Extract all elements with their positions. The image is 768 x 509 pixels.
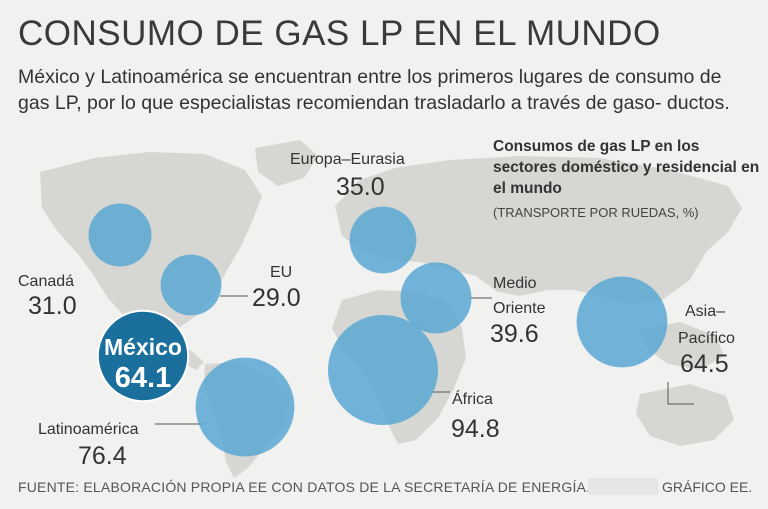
label-name-mexico: México <box>104 334 182 360</box>
label-name-medio-oriente: Medio Oriente <box>493 275 546 317</box>
label-name-latinoamerica: Latinoamérica <box>38 421 139 438</box>
bubble-europa-eurasia <box>349 206 417 274</box>
label-name-canada: Canadá <box>18 273 74 290</box>
bubble-eu <box>160 254 222 316</box>
chart-title: CONSUMO DE GAS LP EN EL MUNDO <box>18 14 661 53</box>
leader-asia-pacifico <box>667 382 694 405</box>
leader-lines <box>155 295 694 425</box>
bubble-medio-oriente <box>400 262 472 334</box>
label-value-europa-eurasia: 35.0 <box>336 173 385 201</box>
redacted-block <box>588 478 658 495</box>
chart-unit: (TRANSPORTE POR RUEDAS, %) <box>493 205 699 220</box>
chart-note: Consumos de gas LP en los sectores domés… <box>493 138 760 197</box>
label-value-medio-oriente: 39.6 <box>490 320 539 348</box>
label-name-africa: África <box>452 389 493 408</box>
label-value-asia-pacifico: 64.5 <box>680 350 729 378</box>
bubble-layer <box>88 203 668 457</box>
land-greenland <box>255 140 318 186</box>
source-footer: FUENTE: ELABORACIÓN PROPIA EE CON DATOS … <box>18 479 591 495</box>
label-name-europa-eurasia: Europa–Eurasia <box>290 151 405 168</box>
land-eurasia <box>335 156 742 304</box>
bubble-latinoamerica <box>195 357 295 457</box>
label-name-asia-pacifico: Asia– Pacífico <box>678 303 735 347</box>
bubble-mexico <box>96 309 190 403</box>
label-value-canada: 31.0 <box>28 292 77 320</box>
chart-subtitle: México y Latinoamérica se encuentran ent… <box>18 66 730 114</box>
bubble-africa <box>328 315 438 425</box>
label-value-africa: 94.8 <box>451 415 500 443</box>
land-australia <box>636 384 734 446</box>
graphic-credit: GRÁFICO EE. <box>662 479 753 495</box>
label-value-eu: 29.0 <box>252 284 301 312</box>
label-value-mexico: 64.1 <box>115 362 171 394</box>
label-name-eu: EU <box>270 264 292 281</box>
bubble-canada <box>88 203 152 267</box>
bubble-asia-pacifico <box>576 276 668 368</box>
label-value-latinoamerica: 76.4 <box>78 442 127 470</box>
